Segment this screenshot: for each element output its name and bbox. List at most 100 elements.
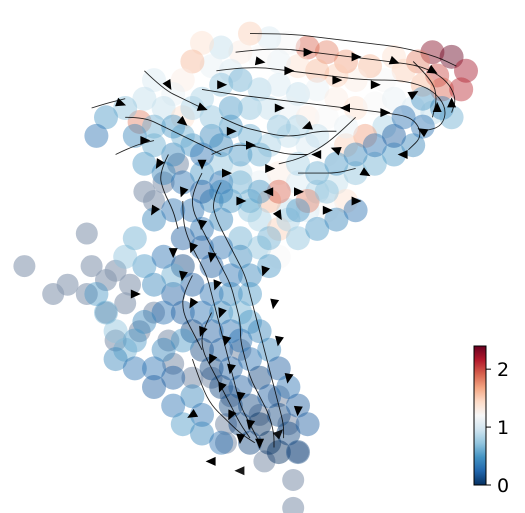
colorbar-ticks: 0 1 2 (486, 359, 509, 497)
cell-point (122, 356, 147, 381)
cell-point (266, 114, 291, 139)
grey-point (119, 273, 141, 296)
velocity-arrowhead (447, 97, 457, 108)
grey-point (229, 338, 252, 361)
cell-point (276, 375, 301, 399)
velocity-streamline (213, 182, 285, 439)
grey-point (143, 301, 165, 324)
cell-point (238, 123, 262, 148)
velocity-arrowhead (179, 186, 189, 198)
velocity-streamline (144, 70, 203, 109)
cell-point (410, 114, 435, 139)
cell-point (199, 105, 224, 130)
velocity-arrowhead (222, 168, 232, 178)
cell-point (94, 300, 118, 325)
cell-point (199, 189, 224, 213)
cell-point (266, 179, 291, 204)
cell-point (247, 235, 272, 260)
cell-point (180, 272, 205, 297)
cell-point (439, 44, 464, 69)
cell-point (170, 300, 195, 325)
cell-point (257, 226, 282, 251)
cell-point (218, 263, 243, 288)
cell-point (305, 216, 330, 241)
velocity-streamline (91, 98, 126, 109)
cell-point (439, 105, 464, 130)
velocity-arrowhead (217, 80, 228, 90)
cell-point (228, 161, 253, 186)
cell-point (113, 244, 138, 269)
cell-point (161, 393, 186, 418)
cell-point (247, 77, 272, 102)
cell-point (94, 105, 118, 130)
cell-point (314, 40, 339, 65)
velocity-arrowhead (189, 242, 198, 254)
grey-point (13, 255, 36, 278)
cell-point (286, 54, 310, 79)
cell-point (257, 189, 282, 213)
cell-point (228, 244, 253, 269)
velocity-streamline (278, 116, 356, 165)
cell-point (170, 170, 195, 195)
cell-point (266, 161, 291, 186)
colorbar-tick-label: 1 (497, 417, 509, 439)
cell-point (238, 198, 262, 223)
cell-point (218, 96, 243, 120)
grey-point (95, 301, 117, 324)
cell-point (372, 114, 397, 139)
velocity-arrowhead (130, 289, 141, 299)
velocity-arrowhead (218, 307, 227, 319)
cell-point (238, 189, 262, 213)
velocity-arrowhead (311, 150, 322, 159)
velocity-streamline (182, 275, 203, 351)
grey-point (114, 292, 137, 315)
cell-point (142, 375, 166, 399)
velocity-arrowhead (388, 55, 400, 65)
cell-point (314, 179, 339, 204)
velocity-arrowhead (417, 128, 429, 138)
cell-point (257, 26, 282, 51)
cell-point (142, 356, 166, 381)
cell-point (190, 30, 214, 55)
cell-point (257, 96, 282, 120)
cell-point (276, 198, 301, 223)
cell-point (127, 109, 152, 134)
grey-point (104, 259, 127, 282)
velocity-arrowhead (426, 64, 438, 74)
cell-point (161, 142, 186, 167)
cell-point (103, 319, 128, 344)
cell-point (353, 123, 378, 148)
cell-point (228, 40, 253, 65)
grey-point (282, 469, 305, 491)
velocity-arrowhead (209, 353, 218, 365)
cell-point (295, 189, 320, 213)
cell-point (266, 244, 291, 269)
cell-point (406, 49, 430, 74)
cell-point (180, 133, 205, 158)
cell-point (266, 216, 291, 241)
cell-point (324, 63, 349, 88)
velocity-arrowhead (205, 456, 216, 466)
cell-point (247, 179, 272, 204)
cell-point (343, 198, 368, 223)
cell-point (286, 198, 310, 223)
velocity-streamline (249, 33, 457, 67)
cell-point (170, 226, 195, 251)
cell-point (305, 58, 330, 83)
cell-point (382, 123, 406, 148)
cell-point (151, 96, 176, 120)
velocity-arrowhead (275, 335, 284, 347)
velocity-arrowhead (228, 409, 237, 421)
cell-point (314, 105, 339, 130)
cell-point (218, 58, 243, 83)
cell-point (103, 347, 128, 372)
cell-point (180, 49, 205, 74)
cell-point (113, 337, 138, 362)
velocity-arrowhead (115, 97, 127, 107)
cell-point (161, 198, 186, 223)
cell-point (391, 105, 416, 130)
grey-point (253, 450, 276, 473)
cell-point (247, 170, 272, 195)
cell-point (324, 151, 349, 176)
velocity-arrowhead (222, 335, 232, 347)
